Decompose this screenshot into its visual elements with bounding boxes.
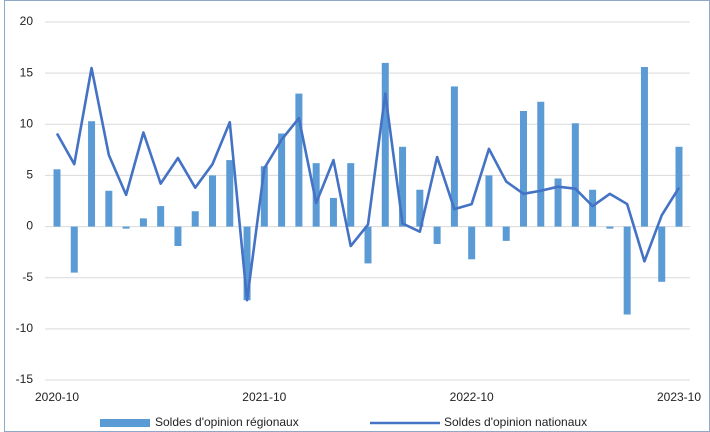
bar [520,110,527,227]
bar [658,226,666,282]
bar [433,226,441,244]
bar [416,189,424,227]
bar [260,166,268,227]
bar [623,226,631,315]
x-tick-label: 2020-10 [35,390,79,404]
bar [468,226,476,260]
bar [209,175,216,227]
bar [571,123,579,227]
bar [399,146,407,227]
bar [105,190,113,227]
bar [243,226,251,301]
bar [122,226,130,229]
bar [312,163,320,227]
bar [485,175,493,227]
legend-label: Soldes d'opinion régionaux [155,415,299,429]
bar [174,226,182,247]
line [55,66,681,302]
x-tick-label: 2023-10 [657,390,701,404]
bar [226,160,234,227]
y-tick-label: 15 [20,65,34,79]
y-tick-label: -10 [16,321,34,335]
y-tick-label: 20 [20,14,34,28]
bar [53,169,61,227]
bar [329,197,337,227]
legend-label: Soldes d'opinion nationaux [444,415,587,429]
y-tick-label: 5 [26,168,33,182]
bar [450,86,458,227]
bar [640,67,648,227]
bar [675,146,683,227]
bar [589,189,597,227]
bar [157,206,165,227]
bar [364,226,372,264]
bar [381,62,389,227]
bar [88,121,96,227]
x-tick-label: 2021-10 [242,390,286,404]
y-tick-label: -5 [22,270,33,284]
bar [554,178,562,227]
bar [295,93,303,227]
bar [191,211,199,227]
x-tick-label: 2022-10 [450,390,494,404]
y-tick-label: 10 [20,116,34,130]
legend-swatch [100,419,150,427]
bar [537,101,545,227]
bar [278,133,286,227]
bar [502,226,510,241]
bar [139,218,147,227]
y-tick-label: 0 [26,219,33,233]
y-tick-label: -15 [16,372,34,386]
bar [70,226,78,273]
bar [347,163,355,227]
bar [606,226,614,229]
